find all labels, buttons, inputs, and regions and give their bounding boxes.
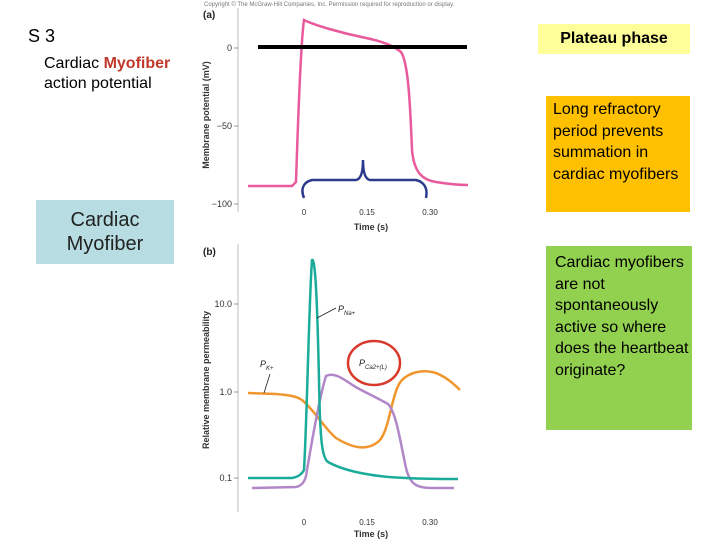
panel-b-xlabel: Time (s) [354, 529, 388, 539]
pna-label: PNa+ [338, 304, 356, 317]
refractory-note-box: Long refractory period prevents summatio… [546, 96, 690, 212]
panel-a-ylabel: Membrane potential (mV) [201, 61, 211, 169]
xtick-a-0: 0 [302, 208, 307, 217]
ca-permeability-trace [251, 373, 454, 490]
plateau-phase-box: Plateau phase [538, 24, 690, 54]
ytick-a-0: 0 [227, 43, 232, 53]
ytick-b-2: 0.1 [219, 473, 232, 483]
k-permeability-trace [247, 370, 461, 449]
ytick-b-1: 1.0 [219, 387, 232, 397]
title-line2: action potential [44, 75, 152, 92]
pacemaker-question: Cardiac myofibers are not spontaneously … [555, 254, 689, 379]
ca-highlight-circle [346, 339, 402, 387]
slide-title: Cardiac Myofiber action potential [44, 54, 170, 94]
panel-b-tag: (b) [203, 247, 216, 258]
title-highlight: Myofiber [103, 55, 171, 72]
ytick-b-0: 10.0 [214, 299, 232, 309]
pacemaker-question-box: Cardiac myofibers are not spontaneously … [546, 246, 692, 430]
panel-a-xlabel: Time (s) [354, 222, 388, 232]
xtick-b-1: 0.15 [359, 518, 375, 527]
xtick-b-2: 0.30 [422, 518, 438, 527]
myofiber-label: Cardiac Myofiber [66, 209, 144, 255]
ytick-a-2: −100 [212, 199, 232, 209]
action-potential-figure: Copyright © The McGraw-Hill Companies, I… [201, 1, 469, 539]
refractory-bracket [301, 159, 428, 199]
xtick-b-0: 0 [302, 518, 307, 527]
pk-leader [263, 373, 271, 394]
plateau-phase-label: Plateau phase [560, 30, 668, 47]
pna-leader [316, 307, 337, 319]
panel-b-ylabel: Relative membrane permeability [201, 311, 211, 449]
title-prefix: Cardiac [44, 55, 104, 72]
pk-label: PK+ [260, 359, 274, 372]
pca-label: PCa2+(L) [359, 358, 387, 371]
panel-a-tag: (a) [203, 10, 215, 21]
action-potential-trace [248, 18, 469, 188]
xtick-a-1: 0.15 [359, 208, 375, 217]
copyright-text: Copyright © The McGraw-Hill Companies, I… [204, 1, 455, 8]
xtick-a-2: 0.30 [422, 208, 438, 217]
myofiber-label-box: Cardiac Myofiber [36, 200, 174, 264]
refractory-note: Long refractory period prevents summatio… [553, 101, 679, 183]
ytick-a-1: −50 [217, 121, 232, 131]
slide-number: S 3 [28, 26, 56, 46]
na-permeability-trace [248, 258, 459, 481]
